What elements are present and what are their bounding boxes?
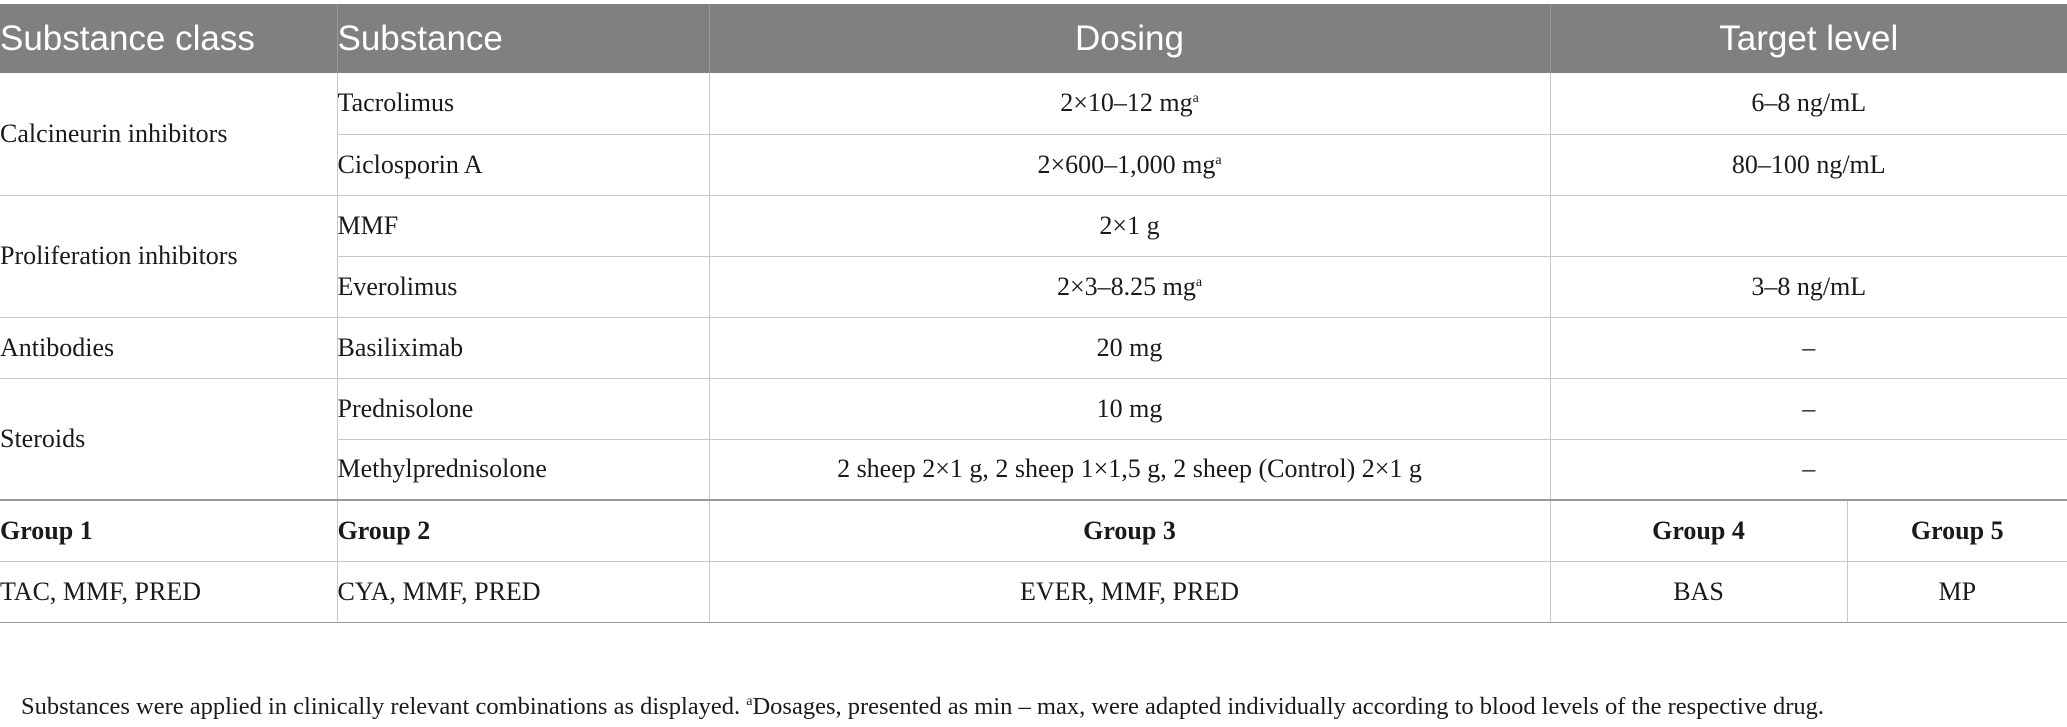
target-level-cell: –: [1550, 378, 2067, 440]
header-substance-class: Substance class: [0, 4, 338, 73]
group-label: Group 4: [1550, 499, 1848, 562]
substance-cell: Prednisolone: [337, 378, 710, 440]
header-dosing: Dosing: [709, 4, 1551, 73]
header-target-level: Target level: [1550, 4, 2067, 73]
group-label: Group 3: [709, 499, 1551, 562]
table-row: Steroids Prednisolone 10 mg –: [0, 378, 2067, 501]
dosing-cell: 2×3–8.25 mga: [709, 256, 1551, 318]
substance-class-cell: Steroids: [0, 378, 338, 501]
dosing-cell: 2×10–12 mga: [709, 73, 1551, 135]
footnote-text: Dosages, presented as min – max, were ad…: [752, 693, 1825, 720]
target-level-cell: –: [1550, 317, 2067, 379]
dosing-cell: 2×1 g: [709, 195, 1551, 257]
footnote-marker: a: [1192, 91, 1199, 107]
group-label: Group 1: [0, 499, 338, 562]
drug-regimen-table: Substance class Substance Dosing Target …: [0, 4, 2067, 623]
substance-cell: MMF: [337, 195, 710, 257]
table-row: Proliferation inhibitors MMF 2×1 g: [0, 195, 2067, 318]
dosing-value: 2 sheep 2×1 g, 2 sheep 1×1,5 g, 2 sheep …: [837, 454, 1422, 484]
dosing-cell: 10 mg: [709, 378, 1551, 440]
substance-class-cell: Antibodies: [0, 317, 338, 379]
target-level-cell: [1550, 195, 2067, 257]
dosing-value: 2×1 g: [1099, 210, 1160, 240]
substance-class-cell: Proliferation inhibitors: [0, 195, 338, 318]
group-combination-row: TAC, MMF, PRED CYA, MMF, PRED EVER, MMF,…: [0, 561, 2067, 623]
table-header-row: Substance class Substance Dosing Target …: [0, 4, 2067, 73]
table-row: Calcineurin inhibitors Tacrolimus 2×10–1…: [0, 73, 2067, 196]
substance-cell: Methylprednisolone: [337, 439, 710, 501]
dosing-cell: 2 sheep 2×1 g, 2 sheep 1×1,5 g, 2 sheep …: [709, 439, 1551, 501]
table-footnote: Substances were applied in clinically re…: [21, 693, 2051, 721]
dosing-value: 20 mg: [1096, 332, 1163, 362]
substance-class-cell: Calcineurin inhibitors: [0, 73, 338, 196]
substance-cell: Tacrolimus: [337, 73, 710, 135]
group-combination: TAC, MMF, PRED: [0, 561, 338, 623]
table-row: Ciclosporin A 2×600–1,000 mga 80–100 ng/…: [0, 134, 2067, 196]
footnote-lead: Substances were applied in clinically re…: [21, 693, 747, 720]
table-row: Methylprednisolone 2 sheep 2×1 g, 2 shee…: [0, 439, 2067, 501]
table-row: Everolimus 2×3–8.25 mga 3–8 ng/mL: [0, 256, 2067, 318]
group-combination: EVER, MMF, PRED: [709, 561, 1551, 623]
target-level-cell: –: [1550, 439, 2067, 501]
footnote-marker: a: [1195, 274, 1203, 290]
dosing-value: 2×3–8.25 mg: [1056, 271, 1196, 301]
dosing-value: 2×600–1,000 mg: [1037, 149, 1216, 179]
group-combination: CYA, MMF, PRED: [337, 561, 710, 623]
group-label: Group 5: [1847, 499, 2067, 562]
footnote-marker: a: [1215, 152, 1222, 168]
substance-cell: Everolimus: [337, 256, 710, 318]
group-combination: MP: [1847, 561, 2067, 623]
footnote-marker: a: [746, 694, 753, 709]
table-row: Antibodies Basiliximab 20 mg –: [0, 317, 2067, 379]
target-level-cell: 80–100 ng/mL: [1550, 134, 2067, 196]
dosing-cell: 20 mg: [709, 317, 1551, 379]
target-level-cell: 3–8 ng/mL: [1550, 256, 2067, 318]
substance-cell: Basiliximab: [337, 317, 710, 379]
dosing-value: 10 mg: [1096, 393, 1163, 423]
header-substance: Substance: [337, 4, 710, 73]
substance-cell: Ciclosporin A: [337, 134, 710, 196]
group-combination: BAS: [1550, 561, 1848, 623]
group-label-row: Group 1 Group 2 Group 3 Group 4 Group 5: [0, 499, 2067, 562]
group-label: Group 2: [337, 499, 710, 562]
dosing-value: 2×10–12 mg: [1060, 88, 1193, 118]
dosing-cell: 2×600–1,000 mga: [709, 134, 1551, 196]
target-level-cell: 6–8 ng/mL: [1550, 73, 2067, 135]
